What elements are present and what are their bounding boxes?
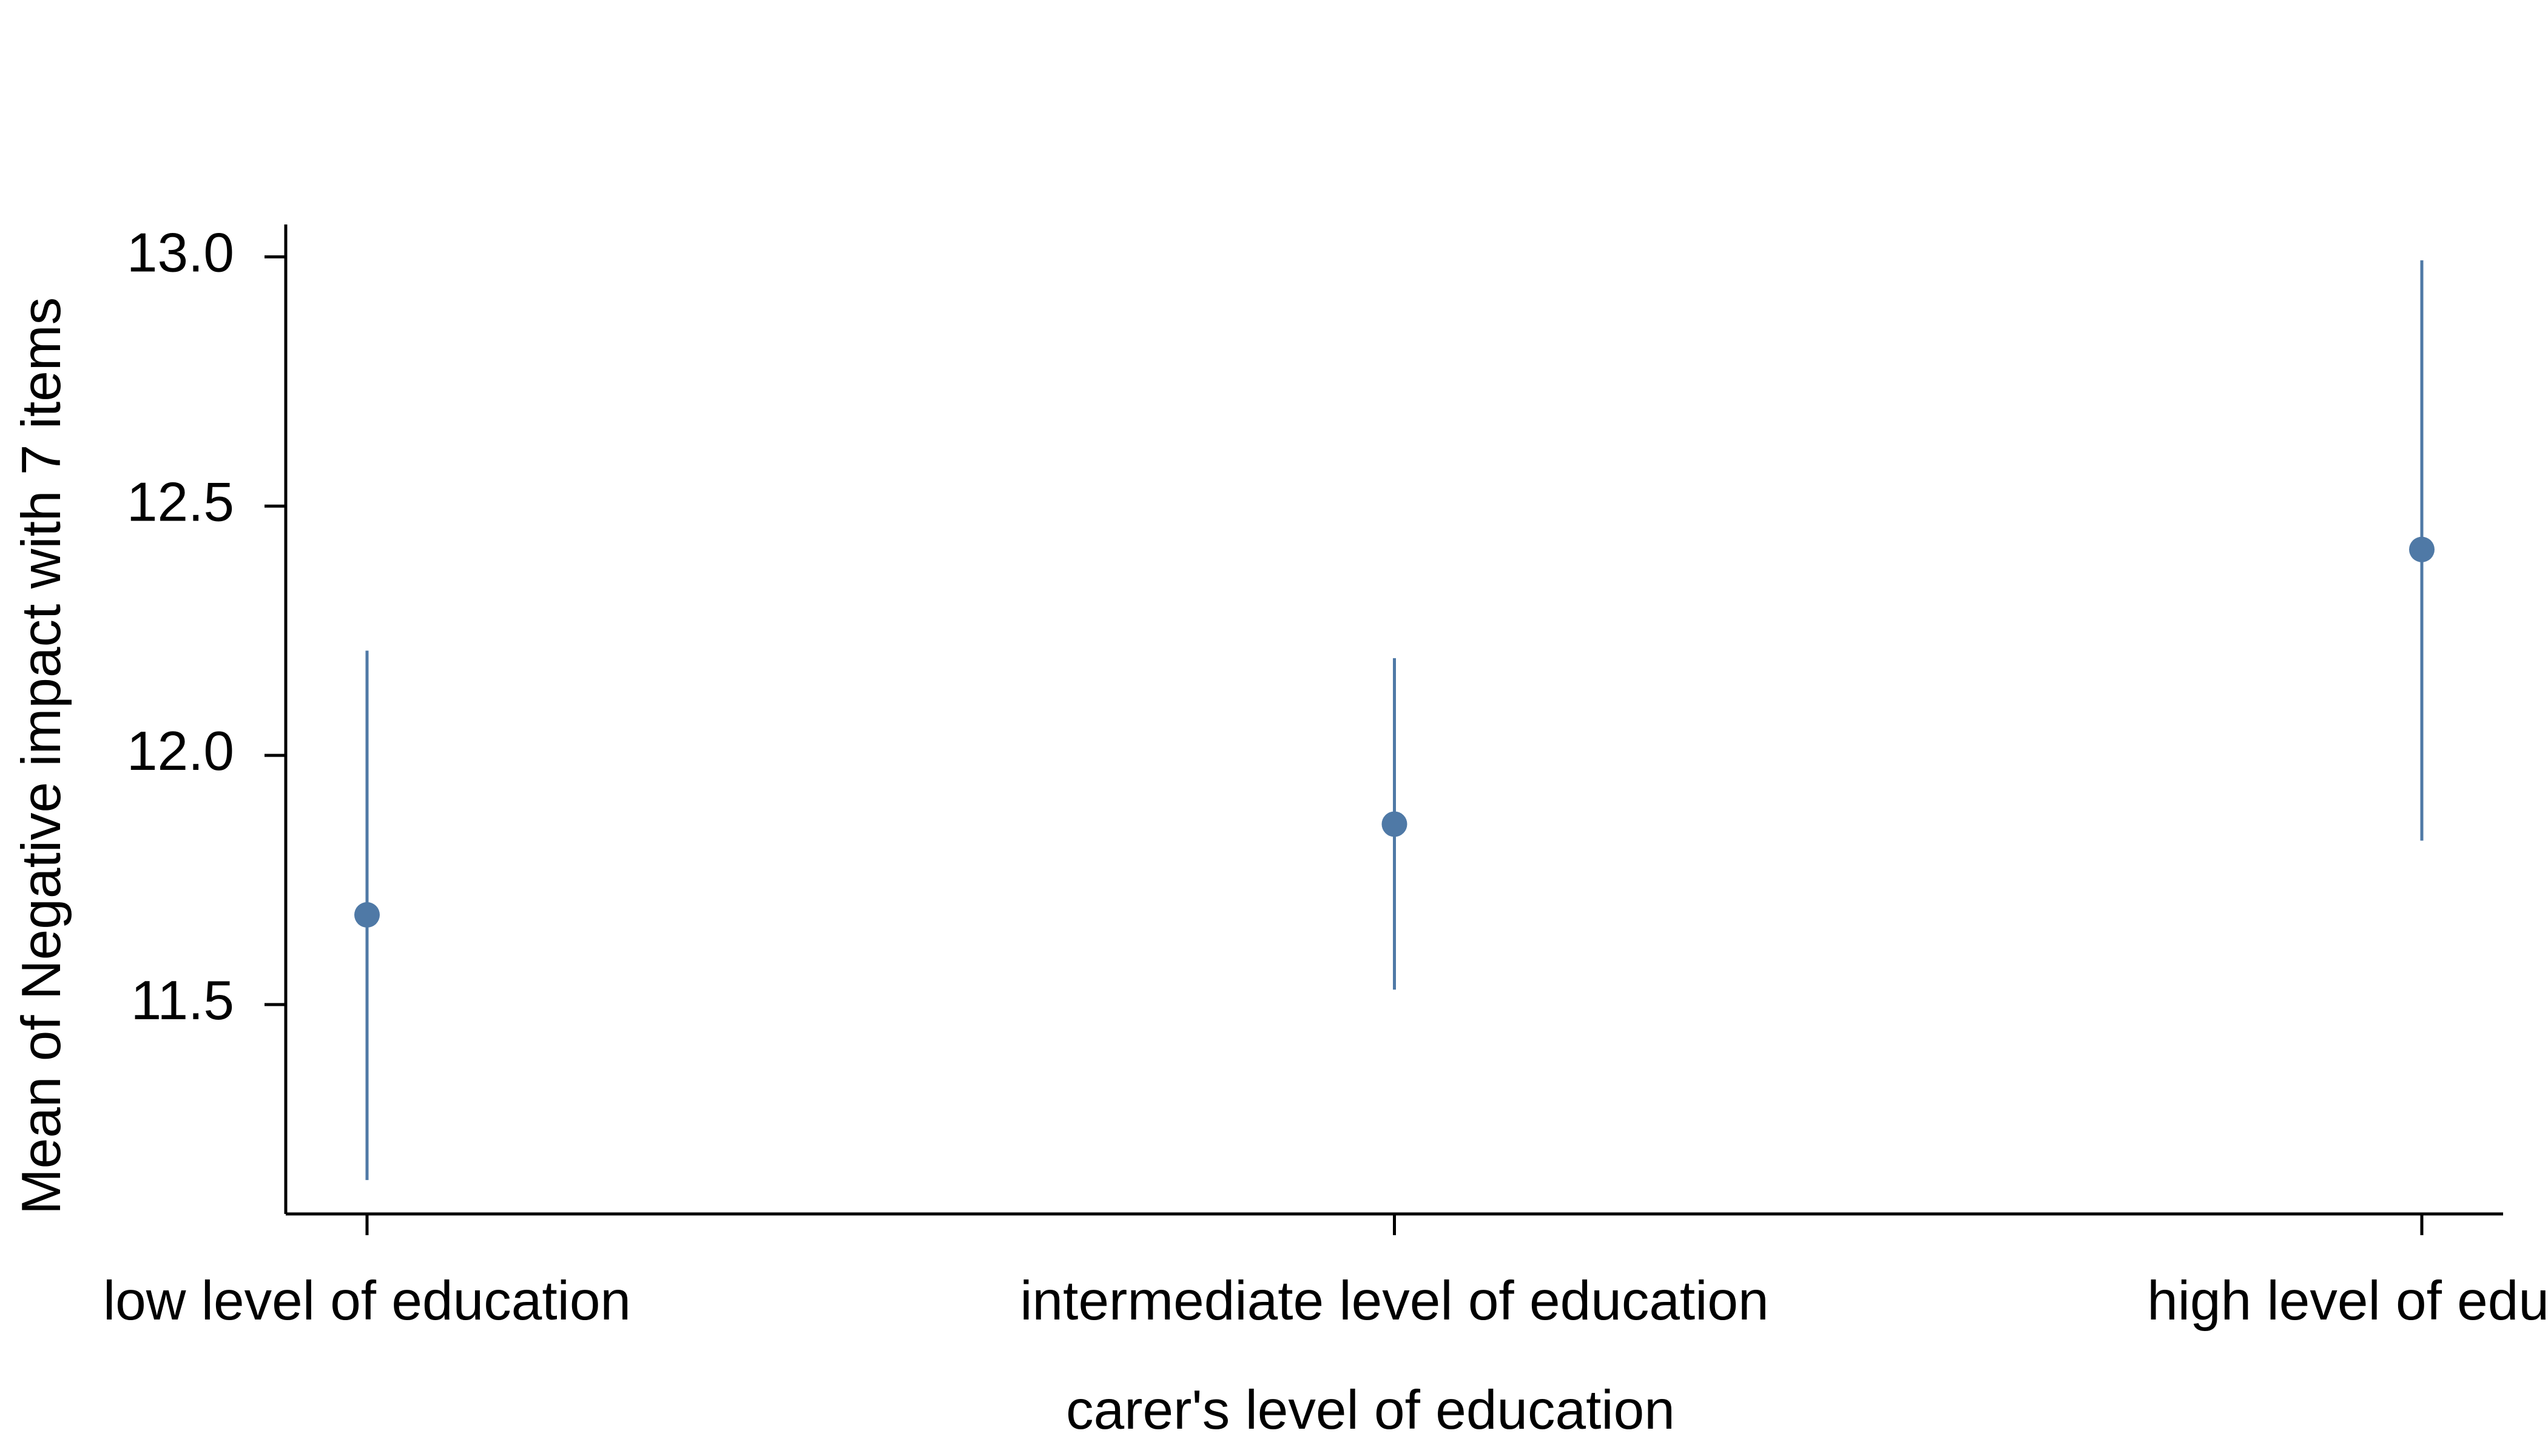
mean-point xyxy=(2409,536,2435,562)
y-tick-label: 11.5 xyxy=(131,970,234,1031)
x-tick-label: low level of education xyxy=(103,1270,631,1332)
mean-point xyxy=(354,902,380,928)
y-axis-title: Mean of Negative impact with 7 items xyxy=(11,297,72,1215)
x-tick-label: intermediate level of education xyxy=(1020,1270,1768,1332)
y-tick-label: 12.5 xyxy=(127,471,234,533)
y-tick-label: 13.0 xyxy=(127,222,234,283)
y-tick-label: 12.0 xyxy=(127,721,234,782)
mean-point xyxy=(1381,811,1407,837)
x-tick-label: high level of education xyxy=(2147,1270,2548,1332)
x-axis-title: carer's level of education xyxy=(1066,1380,1675,1441)
